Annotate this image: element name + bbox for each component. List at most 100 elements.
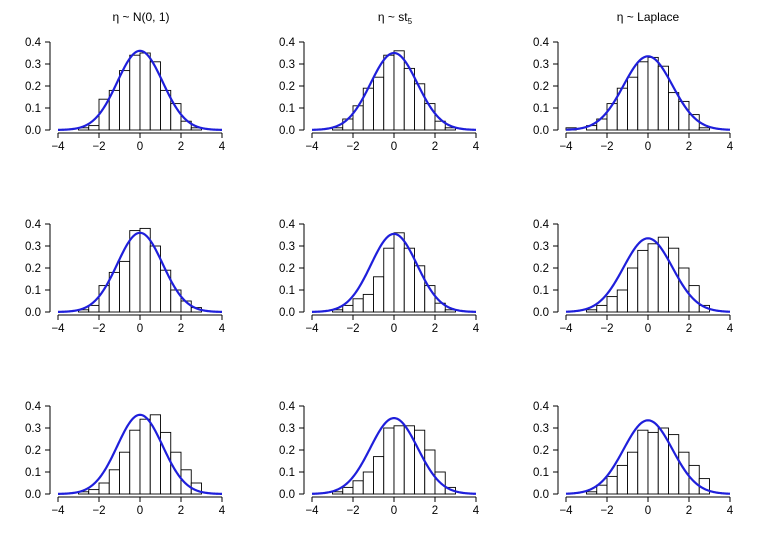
x-tick-label: 4 — [727, 141, 734, 153]
histogram-bar — [383, 247, 395, 313]
column-title-student-t: η ~ st5 — [378, 10, 413, 26]
histogram-bar — [108, 469, 120, 495]
density-curve — [311, 416, 477, 495]
y-tick-label: 0.0 — [279, 125, 295, 137]
x-tick-label: −2 — [92, 505, 105, 517]
y-tick-label: 0.2 — [279, 81, 295, 93]
x-tick-label: 4 — [473, 141, 480, 153]
y-tick-label: 0.0 — [533, 307, 549, 319]
density-curve — [311, 51, 477, 131]
histogram-bar — [403, 67, 415, 131]
histogram-bar — [129, 54, 141, 131]
histogram-bar — [434, 120, 446, 131]
x-tick-label: −2 — [346, 141, 359, 153]
x-tick-label: 2 — [686, 141, 692, 153]
density-curve — [565, 419, 731, 495]
density-curve — [57, 49, 223, 131]
y-tick-label: 0.1 — [279, 103, 295, 115]
density-curve — [565, 237, 731, 313]
panel-r3-c2: 0.0 0.1 0.2 0.3 0.4 −4 −2 0 2 4 — [279, 401, 480, 517]
histogram-bar — [342, 304, 354, 313]
histogram-bar — [129, 230, 141, 313]
density-curve — [57, 231, 223, 313]
y-tick-label: 0.4 — [25, 219, 42, 231]
column-title-laplace: η ~ Laplace — [617, 10, 680, 24]
y-tick-label: 0.4 — [25, 401, 42, 413]
histogram-bar — [352, 105, 364, 131]
column-title-normal: η ~ N(0, 1) — [112, 10, 169, 24]
histogram-bar — [393, 50, 405, 131]
x-tick-label: −4 — [305, 505, 319, 517]
y-tick-label: 0.2 — [533, 263, 549, 275]
histogram-bar — [616, 289, 628, 313]
column-title-text: η ~ st — [378, 10, 408, 24]
histogram-bar — [129, 429, 141, 495]
column-title-text: η ~ Laplace — [617, 10, 680, 24]
y-tick-label: 0.3 — [25, 423, 41, 435]
x-tick-label: 2 — [178, 323, 184, 335]
x-tick-label: −4 — [559, 505, 573, 517]
histogram-bar — [139, 227, 151, 313]
x-tick-label: 0 — [137, 141, 143, 153]
histogram-bar — [170, 103, 182, 131]
x-tick-label: −2 — [600, 141, 613, 153]
y-tick-label: 0.0 — [25, 125, 41, 137]
histogram-bar — [616, 464, 628, 495]
histogram-bar — [383, 427, 395, 495]
x-tick-label: 0 — [137, 323, 143, 335]
x-tick-label: 4 — [219, 141, 226, 153]
x-tick-label: −4 — [51, 505, 65, 517]
y-tick-label: 0.1 — [279, 285, 295, 297]
y-tick-label: 0.1 — [25, 103, 41, 115]
histogram-bar — [586, 309, 598, 313]
x-tick-label: 4 — [473, 505, 480, 517]
x-tick-label: −4 — [559, 323, 573, 335]
histogram-bar — [98, 98, 110, 131]
y-tick-label: 0.0 — [25, 489, 41, 501]
panel-r1-c3: 0.0 0.1 0.2 0.3 0.4 −4 −2 0 2 4 — [533, 37, 734, 153]
column-title-subscript: 5 — [408, 17, 413, 26]
column-titles: η ~ N(0, 1) η ~ st5 η ~ Laplace — [112, 10, 679, 26]
histogram-bar — [424, 449, 436, 495]
x-tick-label: 0 — [645, 323, 651, 335]
histogram-bar — [698, 127, 710, 131]
y-tick-label: 0.2 — [279, 445, 295, 457]
histogram-bar — [647, 431, 659, 495]
histogram-bar — [606, 475, 618, 495]
x-tick-label: 4 — [727, 323, 734, 335]
x-tick-label: 2 — [686, 505, 692, 517]
y-tick-label: 0.1 — [279, 467, 295, 479]
x-tick-label: −4 — [305, 323, 319, 335]
histogram-bar — [668, 92, 680, 131]
y-tick-label: 0.0 — [25, 307, 41, 319]
x-tick-label: −2 — [600, 505, 613, 517]
panel-r3-c3: 0.0 0.1 0.2 0.3 0.4 −4 −2 0 2 4 — [533, 401, 734, 517]
column-title-text: η ~ N(0, 1) — [112, 10, 169, 24]
histogram-bar — [647, 243, 659, 313]
panel-r1-c2: 0.0 0.1 0.2 0.3 0.4 −4 −2 0 2 4 — [279, 37, 480, 153]
x-tick-label: 0 — [391, 505, 397, 517]
panel-r2-c1: 0.0 0.1 0.2 0.3 0.4 −4 −2 0 2 4 — [25, 219, 226, 335]
y-tick-label: 0.3 — [279, 241, 295, 253]
y-tick-label: 0.4 — [533, 401, 550, 413]
x-tick-label: 2 — [432, 323, 438, 335]
y-tick-label: 0.1 — [25, 285, 41, 297]
histogram-bar — [383, 54, 395, 131]
y-tick-label: 0.4 — [533, 37, 550, 49]
x-tick-label: −4 — [305, 141, 319, 153]
y-tick-label: 0.0 — [533, 489, 549, 501]
histogram-bar — [414, 265, 426, 313]
histogram-bar — [596, 304, 608, 313]
histogram-bar — [139, 418, 151, 495]
histogram-bar — [586, 491, 598, 495]
histogram-bar — [362, 471, 374, 495]
x-tick-label: −2 — [600, 323, 613, 335]
x-tick-label: −2 — [92, 323, 105, 335]
y-tick-label: 0.4 — [279, 401, 296, 413]
histogram-bar — [373, 276, 385, 313]
density-curve — [311, 232, 477, 313]
histogram-bar — [424, 285, 436, 313]
y-tick-label: 0.3 — [279, 423, 295, 435]
histogram-bar — [657, 236, 669, 313]
